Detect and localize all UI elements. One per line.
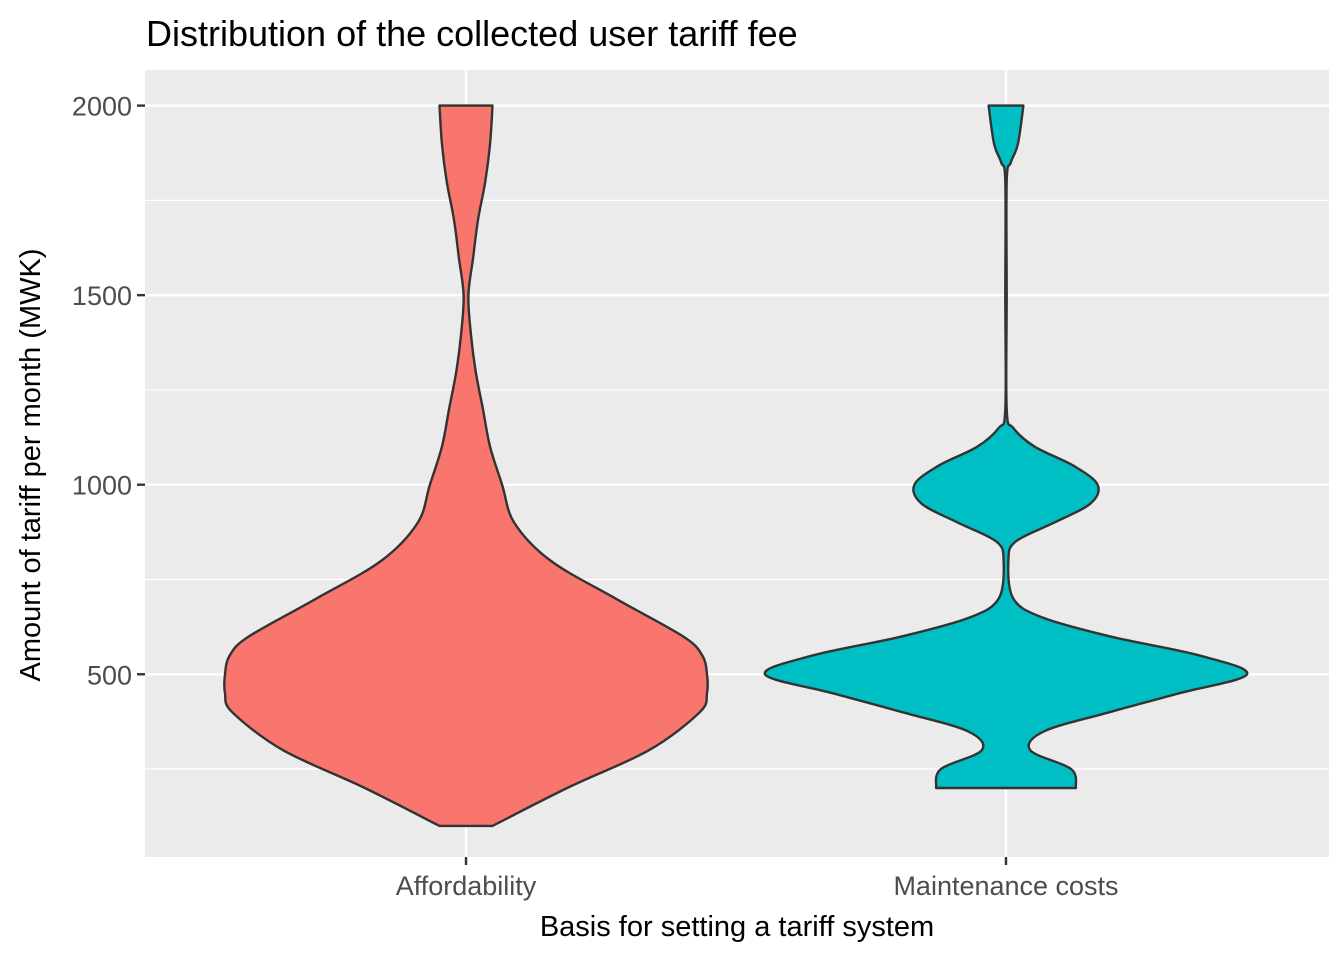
y-tick-label: 1000	[72, 471, 132, 501]
chart-title: Distribution of the collected user tarif…	[146, 13, 798, 54]
y-axis-title: Amount of tariff per month (MWK)	[15, 249, 47, 682]
x-axis: Affordability Maintenance costs	[396, 857, 1119, 901]
y-tick-label: 1500	[72, 281, 132, 311]
x-tick-label: Affordability	[396, 871, 537, 901]
violins	[223, 104, 1249, 828]
violin-maintenance-costs	[763, 104, 1249, 790]
violin-affordability	[223, 104, 709, 828]
y-tick-label: 500	[87, 660, 132, 690]
y-tick-label: 2000	[72, 92, 132, 122]
x-tick-label: Maintenance costs	[893, 871, 1118, 901]
y-axis: 500 1000 1500 2000	[72, 92, 145, 690]
x-axis-title: Basis for setting a tariff system	[540, 911, 934, 943]
